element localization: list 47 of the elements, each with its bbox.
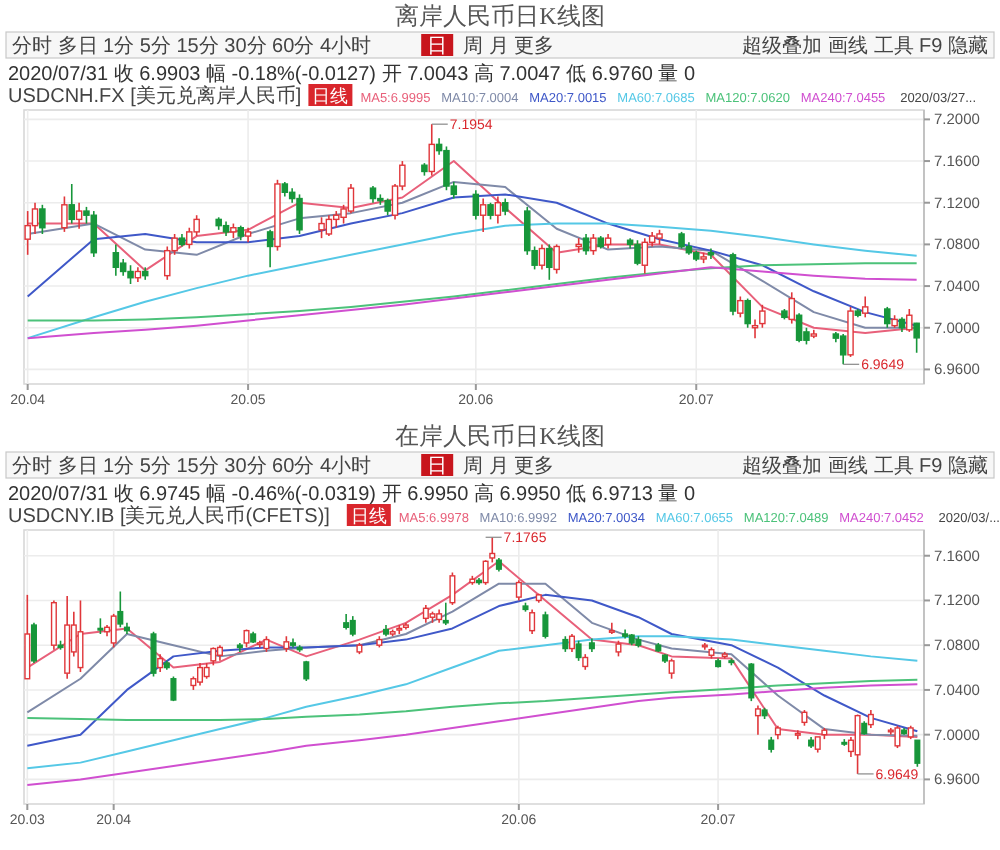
candlestick (788, 291, 796, 325)
text: 分时 多日 1分 5分 15分 30分 60分 4小时 (12, 34, 372, 58)
candlestick (157, 653, 164, 673)
candlestick (861, 720, 868, 735)
text: 分时 多日 1分 5分 15分 30分 60分 4小时 (12, 454, 372, 478)
candlestick (332, 210, 340, 229)
candlestick (768, 736, 775, 754)
candlestick (163, 245, 171, 281)
candlestick (568, 633, 575, 653)
candlestick (428, 123, 436, 177)
text: USDCNH.FX [美元兑离岸人民币] (8, 84, 302, 108)
line-series (26, 222, 918, 340)
candlestick (64, 595, 71, 680)
candlestick (68, 183, 76, 225)
candlestick (422, 604, 429, 624)
candlestick (216, 644, 223, 662)
candlestick (867, 709, 874, 729)
candlestick (588, 637, 595, 653)
candlestick (641, 237, 649, 275)
text: 周 月 更多 (463, 34, 555, 58)
text: USDCNY.IB [美元兑人民币(CFETS)] (8, 504, 331, 528)
candlestick (112, 243, 120, 277)
chart-title: 在岸人民币日K线图 (395, 422, 605, 450)
chart-title: 离岸人民币日K线图 (395, 2, 605, 30)
candlestick (50, 599, 57, 651)
candlestick (582, 653, 589, 671)
text: 周 月 更多 (463, 454, 555, 478)
candlestick (31, 201, 39, 235)
text: 超级叠加 画线 工具 F9 隐藏 (742, 34, 988, 58)
text: 日 (427, 36, 448, 58)
line-series (26, 683, 919, 786)
line-series (26, 635, 919, 770)
line-series (26, 262, 918, 322)
text: 2020/07/31 收 6.9745 幅 -0.46%(-0.0319) 开 6.9950 高 6.9950 低 6.9713 量 0 (8, 482, 696, 506)
line-series (26, 266, 918, 340)
candlestick (436, 608, 443, 624)
text: 2020/07/31 收 6.9903 幅 -0.18%(-0.0127) 开 7.0043 高 7.0047 低 6.9760 量 0 (8, 62, 696, 86)
text: 日 (427, 456, 448, 478)
text: 超级叠加 画线 工具 F9 隐藏 (742, 454, 988, 478)
candlestick (75, 201, 83, 230)
candlestick (494, 195, 502, 225)
candlestick (529, 608, 536, 635)
candlestick (343, 613, 350, 631)
candlestick (475, 577, 483, 586)
line-series (26, 678, 919, 722)
candlestick (479, 197, 487, 233)
candlestick (90, 210, 98, 258)
